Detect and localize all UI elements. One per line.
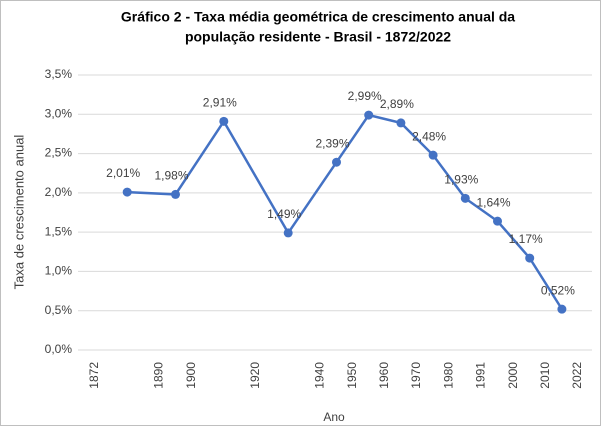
y-tick-label: 1,5% [45,224,73,238]
data-point [493,216,502,226]
data-point [557,304,567,314]
data-point [219,116,229,126]
x-tick-label: 1970 [409,362,423,389]
x-tick-label: 1872 [87,362,101,389]
data-point [171,189,180,199]
data-label: 2,01% [106,166,140,180]
data-point [460,193,470,203]
x-tick-label: 1890 [152,362,166,389]
data-label: 2,89% [380,97,414,111]
y-tick-label: 0,0% [45,342,73,356]
data-label: 1,64% [476,195,510,209]
data-point [332,157,341,167]
y-axis-label: Taxa de crescimento anual [11,135,26,290]
x-tick-label: 2010 [538,362,552,389]
x-tick-label: 1900 [184,362,198,389]
data-label: 0,52% [541,283,575,297]
x-tick-label: 2000 [506,362,520,389]
data-label: 1,17% [509,232,543,246]
data-point [364,110,374,120]
data-label: 2,39% [315,136,349,150]
x-tick-label: 1960 [377,362,391,389]
data-point [428,150,438,160]
data-line [127,113,563,310]
data-label: 1,98% [154,169,188,183]
data-label: 2,48% [412,129,446,143]
data-label: 2,99% [348,89,382,103]
y-tick-label: 0,5% [45,303,73,317]
data-point [396,118,406,128]
chart-title: população residente - Brasil - 1872/2022 [185,29,451,45]
data-point [283,228,293,238]
data-point [122,187,132,197]
x-tick-label: 1920 [248,362,262,389]
y-tick-label: 2,0% [45,185,73,199]
x-axis-label: Ano [323,410,345,424]
data-label: 1,93% [444,173,478,187]
data-label: 2,91% [203,96,237,110]
y-tick-label: 3,0% [45,106,73,120]
y-tick-label: 2,5% [45,146,73,160]
data-label: 1,49% [267,207,301,221]
x-tick-label: 1950 [345,362,359,389]
data-point [525,253,535,263]
y-tick-label: 3,5% [45,67,73,81]
y-tick-label: 1,0% [45,264,73,278]
x-tick-label: 1980 [441,362,455,389]
x-tick-label: 1940 [313,362,327,389]
x-tick-label: 2022 [570,362,584,389]
x-tick-label: 1991 [474,362,488,389]
chart-title: Gráfico 2 - Taxa média geométrica de cre… [121,9,515,25]
